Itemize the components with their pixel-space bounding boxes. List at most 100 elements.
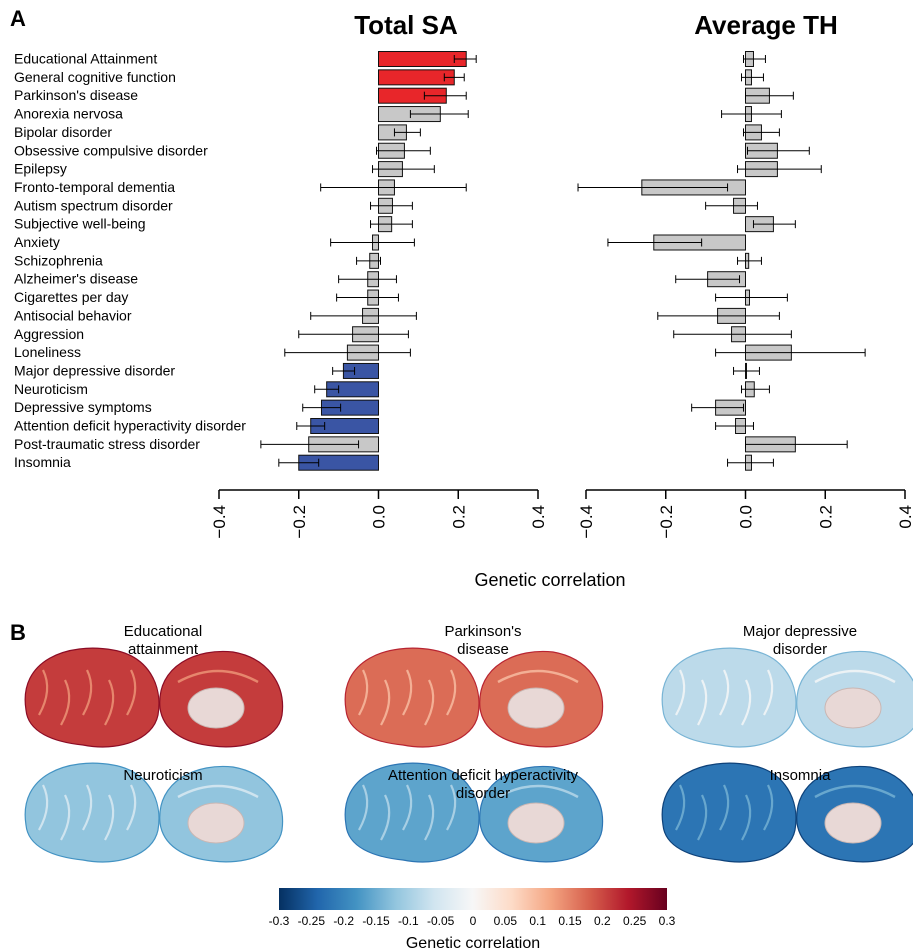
trait-label: Parkinson's disease — [14, 87, 138, 103]
colorbar-tick-label: -0.25 — [298, 914, 326, 928]
sulcus-line — [446, 669, 457, 716]
trait-labels: Educational Attainment General cognitive … — [14, 51, 246, 471]
medial-wall — [507, 802, 565, 844]
brain-map-title: Attention deficit hyperactivity — [388, 767, 579, 784]
lateral-hemisphere — [661, 647, 797, 748]
th-x-tick-label: 0.0 — [737, 505, 756, 529]
trait-label: Alzheimer's disease — [14, 271, 138, 287]
brain-map: Neuroticism — [24, 762, 284, 863]
colorbar: -0.3 -0.25 -0.2 -0.15 -0.1 -0.05 0 0.05 0.1 0.15 0… — [269, 888, 676, 952]
trait-label: Aggression — [14, 326, 84, 342]
trait-label: Educational Attainment — [14, 51, 157, 67]
sulcus-line — [424, 794, 435, 841]
colorbar-label: Genetic correlation — [406, 935, 540, 952]
sulcus-line — [38, 669, 49, 716]
sulcus-line — [697, 794, 708, 841]
trait-label: Schizophrenia — [14, 252, 103, 268]
x-axis-label: Genetic correlation — [474, 570, 625, 590]
sa-x-tick-label: −0.4 — [210, 505, 229, 539]
sulcus-line — [497, 669, 579, 684]
lateral-hemisphere — [344, 762, 480, 863]
sulcus-line — [675, 669, 686, 716]
trait-label: Cigarettes per day — [14, 289, 128, 305]
medial-wall — [187, 687, 245, 729]
sulcus-line — [177, 669, 259, 684]
sulcus-line — [126, 784, 137, 831]
average-th-title: Average TH — [694, 10, 838, 40]
sulcus-line — [402, 784, 413, 831]
trait-label: Bipolar disorder — [14, 124, 112, 140]
sa-x-tick-label: 0.0 — [370, 505, 389, 529]
average-th-chart: −0.4 −0.2 0.0 0.2 0.4 — [577, 51, 913, 539]
colorbar-gradient — [279, 888, 667, 910]
sulcus-line — [763, 784, 774, 831]
colorbar-tick-label: 0.1 — [529, 914, 546, 928]
trait-label: Subjective well-being — [14, 216, 146, 232]
brain-map-title: Neuroticism — [123, 767, 202, 784]
sulcus-line — [60, 679, 71, 726]
sulcus-line — [814, 669, 896, 684]
total-sa-chart: −0.4 −0.2 0.0 0.2 0.4 — [210, 51, 548, 539]
sulcus-line — [424, 679, 435, 726]
sulcus-line — [60, 794, 71, 841]
colorbar-tick-label: 0.3 — [659, 914, 676, 928]
th-x-tick-label: −0.2 — [657, 505, 676, 539]
colorbar-tick-label: -0.05 — [427, 914, 455, 928]
sulcus-line — [38, 784, 49, 831]
medial-wall — [824, 687, 882, 729]
sa-x-tick-label: −0.2 — [290, 505, 309, 539]
trait-label: Post-traumatic stress disorder — [14, 436, 200, 452]
trait-label: Depressive symptoms — [14, 399, 152, 415]
sa-x-tick-label: 0.2 — [449, 505, 468, 529]
lateral-hemisphere — [24, 647, 160, 748]
brain-map: Insomnia — [661, 762, 913, 863]
sulcus-line — [446, 784, 457, 831]
trait-label: Obsessive compulsive disorder — [14, 142, 208, 158]
sa-bar — [378, 51, 467, 67]
sulcus-line — [741, 794, 752, 841]
sulcus-line — [82, 669, 93, 716]
trait-label: Fronto-temporal dementia — [14, 179, 175, 195]
colorbar-tick-label: 0.2 — [594, 914, 611, 928]
medial-wall — [507, 687, 565, 729]
brain-map-title: disorder — [456, 785, 510, 802]
medial-wall — [187, 802, 245, 844]
colorbar-tick-label: 0 — [470, 914, 477, 928]
brain-map-title: disease — [457, 641, 509, 658]
brain-map-title: disorder — [773, 641, 827, 658]
trait-label: Neuroticism — [14, 381, 88, 397]
panel-a-label: A — [10, 6, 26, 31]
th-x-tick-label: 0.2 — [816, 505, 835, 529]
colorbar-tick-label: 0.05 — [494, 914, 518, 928]
trait-label: Anxiety — [14, 234, 60, 250]
sulcus-line — [82, 784, 93, 831]
sulcus-line — [104, 794, 115, 841]
sulcus-line — [358, 669, 369, 716]
brain-map-title: attainment — [128, 641, 199, 658]
sulcus-line — [104, 679, 115, 726]
sulcus-line — [741, 679, 752, 726]
sa-x-tick-label: 0.4 — [529, 505, 548, 529]
colorbar-tick-label: -0.15 — [362, 914, 390, 928]
lateral-hemisphere — [661, 762, 797, 863]
lateral-hemisphere — [24, 762, 160, 863]
sulcus-line — [719, 784, 730, 831]
colorbar-tick-label: 0.25 — [623, 914, 647, 928]
panel-b-label: B — [10, 620, 26, 645]
lateral-hemisphere — [344, 647, 480, 748]
sulcus-line — [814, 784, 896, 799]
colorbar-tick-label: -0.3 — [269, 914, 290, 928]
total-sa-title: Total SA — [354, 10, 458, 40]
sa-bar — [378, 69, 455, 86]
colorbar-tick-label: -0.1 — [398, 914, 419, 928]
th-x-tick-label: 0.4 — [896, 505, 913, 529]
sulcus-line — [675, 784, 686, 831]
sulcus-line — [177, 784, 259, 799]
trait-label: Attention deficit hyperactivity disorder — [14, 418, 246, 434]
brain-map-title: Parkinson's — [444, 623, 521, 640]
